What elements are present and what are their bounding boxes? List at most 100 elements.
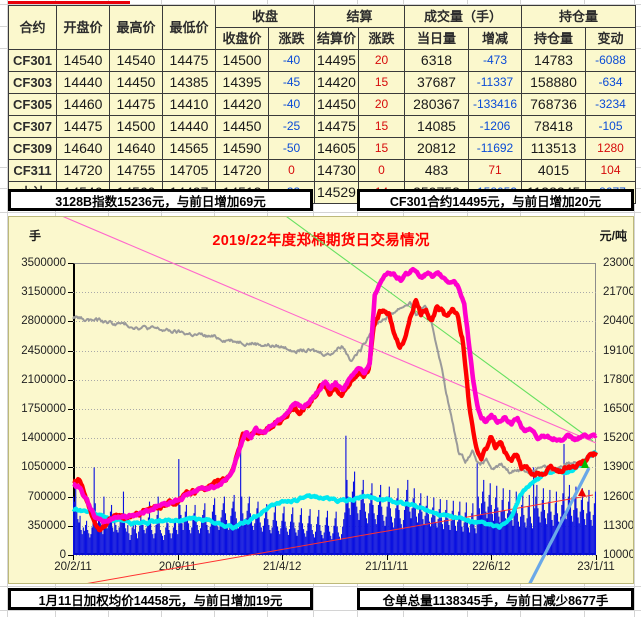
cell-settle: 14730 [314, 159, 359, 182]
cell-open: 14540 [56, 49, 110, 72]
cell-settle-change: 15 [358, 115, 405, 138]
cell-open: 14440 [56, 71, 110, 94]
cell-contract: CF307 [8, 115, 57, 138]
x-tickmark [73, 555, 74, 560]
th-group-volume: 成交量（手） [404, 5, 522, 28]
cell-oi-change: -105 [585, 115, 636, 138]
cell-open-interest: 158880 [521, 71, 586, 94]
y-tick-left: 0 [59, 549, 66, 561]
x-tick: 21/11/11 [365, 561, 409, 573]
cell-volume-change: -1206 [468, 115, 522, 138]
chart-title: 2019/22年度郑棉期货日交易情况 [212, 233, 430, 249]
y-tick-right: 23000 [603, 257, 634, 269]
cell-low: 14440 [162, 115, 216, 138]
cell-settle-change: 20 [358, 49, 405, 72]
th-contract: 合约 [8, 5, 57, 50]
x-tick: 20/2/11 [54, 561, 92, 573]
th-oi-change: 变动 [585, 27, 636, 50]
cell-high: 14640 [109, 137, 163, 160]
price-lines-layer [62, 217, 599, 583]
cell-high: 14475 [109, 93, 163, 116]
cell-contract: CF301 [8, 49, 57, 72]
trading-chart-panel: 2019/22年度郑棉期货日交易情况 手 元/吨 350000 0 3150000 2… [8, 216, 634, 584]
cell-contract: CF305 [8, 93, 57, 116]
cell-volume: 483 [404, 159, 469, 182]
cell-close-change: -40 [268, 49, 315, 72]
y-tick-left: 1400000 [21, 432, 66, 445]
x-tickmark [491, 555, 493, 560]
cell-volume: 280367 [404, 93, 469, 116]
y-tickmark-left [68, 263, 73, 264]
th-group-close: 收盘 [215, 5, 315, 28]
y-tick-right: 10000 [603, 549, 634, 561]
y-tickmark-left [68, 467, 73, 469]
cell-low: 14475 [162, 49, 216, 72]
cell-settle-change: 0 [358, 159, 405, 182]
y-tick-left: 3150000 [21, 286, 66, 299]
y-tick-right: 16500 [603, 403, 634, 415]
cell-low: 14565 [162, 137, 216, 160]
cell-oi-change: -634 [585, 71, 636, 94]
cell-volume-change: 71 [468, 159, 522, 182]
cell-contract: CF309 [8, 137, 57, 160]
x-tickmark [596, 555, 597, 560]
cell-settle: 14529 [314, 181, 359, 204]
cell-low: 14410 [162, 93, 216, 116]
y-tick-left: 350000 [27, 519, 66, 532]
cell-oi-change: -6088 [585, 49, 636, 72]
cell-high: 14450 [109, 71, 163, 94]
th-close-change: 涨跌 [268, 27, 315, 50]
y-tickmark-left [68, 555, 73, 556]
y-tick-right: 21700 [603, 286, 634, 299]
cell-settle: 14475 [314, 115, 359, 138]
callout-weighted-average: 1月11日加权均价14458元，与前日增加19元 [8, 588, 313, 610]
cell-open: 14640 [56, 137, 110, 160]
cell-open-interest: 768736 [521, 93, 586, 116]
cell-contract: CF311 [8, 159, 57, 182]
x-tick: 21/4/12 [263, 561, 302, 573]
cell-open: 14475 [56, 115, 110, 138]
gridline [73, 438, 596, 440]
cell-high: 14540 [109, 49, 163, 72]
y-tickmark-left [68, 350, 73, 352]
x-tick: 20/9/11 [158, 561, 197, 573]
cell-oi-change: 104 [585, 159, 636, 182]
y-tick-left: 2450000 [21, 344, 66, 357]
cell-high: 14500 [109, 115, 163, 138]
th-settle-price: 结算价 [314, 27, 359, 50]
th-open: 开盘价 [56, 5, 110, 50]
table-row: CF305 14460 14475 14410 14420 -40 14450 20 28036… [8, 93, 636, 116]
th-volume-change: 增减 [468, 27, 522, 50]
y-tickmark-left [68, 525, 73, 527]
cell-close: 14720 [215, 159, 269, 182]
callout-index: 3128B指数15236元，与前日增加69元 [8, 189, 313, 211]
y-tickmark-left [68, 496, 73, 498]
th-high: 最高价 [109, 5, 163, 50]
cell-contract: CF303 [8, 71, 57, 94]
y-axis-left-unit-label: 手 [29, 229, 42, 243]
table-row: CF307 14475 14500 14440 14450 -25 14475 15 14085… [8, 115, 636, 138]
cell-open-interest: 14783 [521, 49, 586, 72]
y-tickmark-left [68, 438, 73, 440]
th-daily-volume: 当日量 [404, 27, 469, 50]
th-group-settle: 结算 [314, 5, 405, 28]
x-tick: 23/1/11 [577, 561, 615, 573]
cell-oi-change: 1280 [585, 137, 636, 160]
top-red-rule [8, 1, 130, 4]
cell-close: 14450 [215, 115, 269, 138]
y-tickmark-left [68, 292, 73, 294]
y-tick-right: 15200 [603, 432, 634, 445]
y-tick-left: 1750000 [21, 403, 66, 415]
cell-settle: 14605 [314, 137, 359, 160]
cell-volume-change: -133416 [468, 93, 522, 116]
cell-volume: 6318 [404, 49, 469, 72]
y-tick-right: 20400 [603, 315, 634, 328]
y-tickmark-left [68, 321, 73, 323]
x-tickmark [282, 555, 284, 560]
y-tick-left: 700000 [27, 490, 66, 503]
cell-open-interest: 113513 [521, 137, 586, 160]
cell-settle-change: 15 [358, 137, 405, 160]
y-axis-right-unit-label: 元/吨 [599, 229, 627, 243]
cell-low: 14705 [162, 159, 216, 182]
